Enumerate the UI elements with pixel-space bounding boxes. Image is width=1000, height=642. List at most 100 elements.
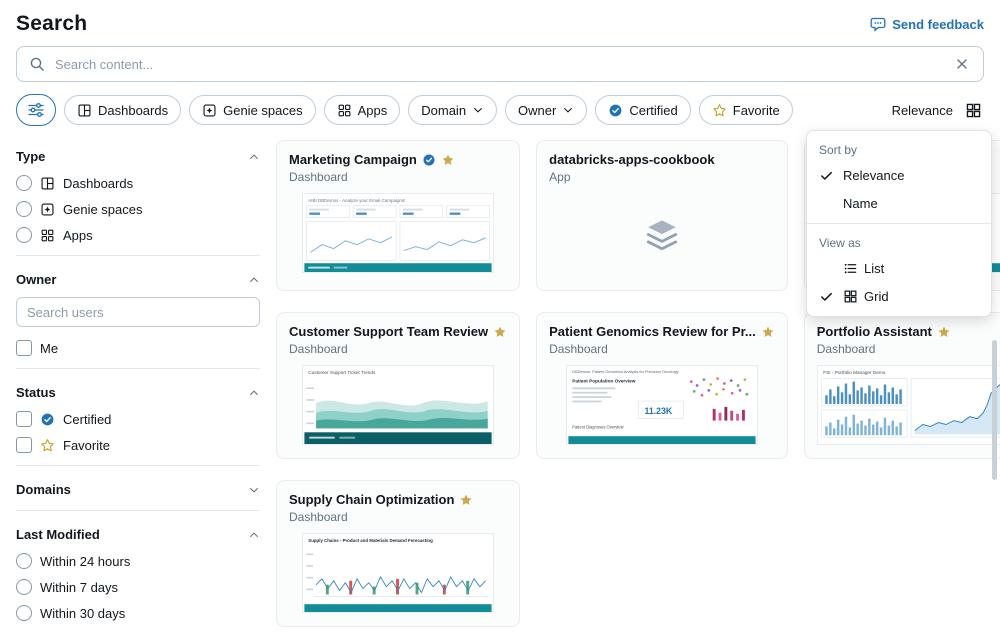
chip-owner[interactable]: Owner xyxy=(505,95,588,125)
card-type: App xyxy=(549,170,571,184)
type-option-genie-spaces[interactable]: Genie spaces xyxy=(16,196,260,222)
section-label: Owner xyxy=(16,272,57,287)
chevron-down-icon xyxy=(250,487,258,493)
chip-favorite[interactable]: Favorite xyxy=(698,95,793,125)
menu-item-name[interactable]: Name xyxy=(807,189,991,217)
chip-domain[interactable]: Domain xyxy=(408,95,498,125)
menu-item-relevance[interactable]: Relevance xyxy=(807,161,991,189)
thumb-caption: Supply Chains - Product and Materials De… xyxy=(308,538,433,543)
menu-item-label: Grid xyxy=(864,288,889,304)
modified-option-7d[interactable]: Within 7 days xyxy=(16,574,260,600)
menu-item-list[interactable]: List xyxy=(807,254,991,282)
thumb-section-title: Patient Diagnoses Overview xyxy=(572,424,623,429)
menu-item-label: Name xyxy=(843,195,878,211)
divider xyxy=(16,368,260,369)
thumb-caption: DBDemos: Patient Genomics Analysis for P… xyxy=(572,369,678,374)
section-owner[interactable]: Owner xyxy=(16,263,260,293)
chip-label: Genie spaces xyxy=(223,102,303,118)
card-type: Dashboard xyxy=(549,342,608,356)
menu-view-as-header: View as xyxy=(819,236,861,250)
result-card-customer-support[interactable]: Customer Support Team Review Dashboard C… xyxy=(276,312,521,459)
dashboard-icon xyxy=(78,104,91,117)
check-icon xyxy=(819,289,837,304)
option-label: Genie spaces xyxy=(63,201,143,217)
section-last-modified[interactable]: Last Modified xyxy=(16,518,260,548)
search-input[interactable] xyxy=(53,55,945,73)
card-thumbnail: DBDemos: Patient Genomics Analysis for P… xyxy=(565,365,758,445)
chevron-down-icon xyxy=(474,107,482,113)
type-option-apps[interactable]: Apps xyxy=(16,222,260,248)
modified-option-24h[interactable]: Within 24 hours xyxy=(16,548,260,574)
thumb-caption: FSI - Portfolio Manager Demo xyxy=(823,370,885,375)
result-card-supply-chain[interactable]: Supply Chain Optimization Dashboard Supp… xyxy=(276,480,521,627)
type-option-dashboards[interactable]: Dashboards xyxy=(16,170,260,196)
chip-label: Certified xyxy=(629,102,678,118)
section-domains[interactable]: Domains xyxy=(16,473,260,503)
result-card-patient-genomics[interactable]: Patient Genomics Review for Pr... Dashbo… xyxy=(536,312,788,459)
owner-option-me[interactable]: Me xyxy=(16,335,260,361)
card-type: Dashboard xyxy=(816,342,876,356)
menu-item-label: List xyxy=(864,260,885,276)
option-label: Certified xyxy=(63,411,112,427)
card-thumbnail: FSI - Portfolio Manager Demo xyxy=(816,365,1000,445)
radio[interactable] xyxy=(16,201,32,217)
check-icon xyxy=(819,168,837,183)
send-feedback-link[interactable]: Send feedback xyxy=(870,16,984,32)
section-type[interactable]: Type xyxy=(16,140,260,170)
divider xyxy=(16,465,260,466)
clear-search-button[interactable] xyxy=(953,55,971,73)
chip-label: Favorite xyxy=(732,102,780,118)
status-option-favorite[interactable]: Favorite xyxy=(16,432,260,458)
radio[interactable] xyxy=(16,227,32,243)
card-thumbnail: Customer Support Ticket Trends xyxy=(302,365,495,445)
section-label: Type xyxy=(16,149,46,164)
chip-label: Owner xyxy=(518,102,557,118)
checkbox[interactable] xyxy=(16,340,32,356)
divider xyxy=(16,255,260,256)
chip-apps[interactable]: Apps xyxy=(323,95,401,125)
chevron-up-icon xyxy=(250,531,258,537)
menu-item-label: Relevance xyxy=(843,167,905,183)
owner-search-input[interactable] xyxy=(16,297,260,327)
menu-divider xyxy=(807,223,991,224)
filter-toggle-button[interactable] xyxy=(16,94,56,126)
chip-dashboards[interactable]: Dashboards xyxy=(64,95,182,125)
card-thumbnail: AIBI DBDemos - Analyze your Email Campai… xyxy=(302,193,495,273)
card-title: Patient Genomics Review for Pr... xyxy=(549,324,756,339)
radio[interactable] xyxy=(16,175,32,191)
chip-label: Apps xyxy=(357,102,388,118)
radio[interactable] xyxy=(16,605,32,621)
result-card-portfolio-assistant[interactable]: Portfolio Assistant Dashboard FSI - Port… xyxy=(803,312,1000,459)
sort-view-menu: Sort by Relevance Name View as List xyxy=(806,130,992,317)
page-title: Search xyxy=(16,12,88,35)
chevron-down-icon xyxy=(564,107,573,113)
result-card-marketing-campaign[interactable]: Marketing Campaign Dashboard AIBI DBDemo… xyxy=(276,140,521,291)
menu-item-grid[interactable]: Grid xyxy=(807,282,991,310)
send-feedback-label: Send feedback xyxy=(892,16,984,32)
chip-genie-spaces[interactable]: Genie spaces xyxy=(189,95,316,125)
filter-sliders-icon xyxy=(28,103,44,117)
page-header: Search Send feedback xyxy=(0,0,1000,46)
option-label: Me xyxy=(40,340,59,356)
chip-certified[interactable]: Certified xyxy=(595,95,691,125)
modified-option-30d[interactable]: Within 30 days xyxy=(16,600,260,626)
section-status[interactable]: Status xyxy=(16,376,260,406)
checkbox[interactable] xyxy=(16,437,32,453)
radio[interactable] xyxy=(16,579,32,595)
app-placeholder-icon xyxy=(646,220,678,251)
status-option-certified[interactable]: Certified xyxy=(16,406,260,432)
grid-view-icon xyxy=(966,103,981,117)
radio[interactable] xyxy=(16,553,32,569)
sort-selector[interactable]: Relevance xyxy=(891,102,953,118)
option-label: Apps xyxy=(63,227,93,243)
result-card-apps-cookbook[interactable]: databricks-apps-cookbook App xyxy=(536,140,788,291)
section-label: Status xyxy=(16,385,56,400)
favorite-star-icon xyxy=(442,154,454,165)
thumb-caption: AIBI DBDemos - Analyze your Email Campai… xyxy=(308,198,405,203)
view-mode-grid-button[interactable] xyxy=(963,100,984,121)
card-title: Customer Support Team Review xyxy=(289,324,489,339)
card-type: Dashboard xyxy=(289,170,348,184)
vertical-scrollbar[interactable] xyxy=(992,340,997,480)
checkbox[interactable] xyxy=(16,411,32,427)
star-icon xyxy=(712,103,726,116)
